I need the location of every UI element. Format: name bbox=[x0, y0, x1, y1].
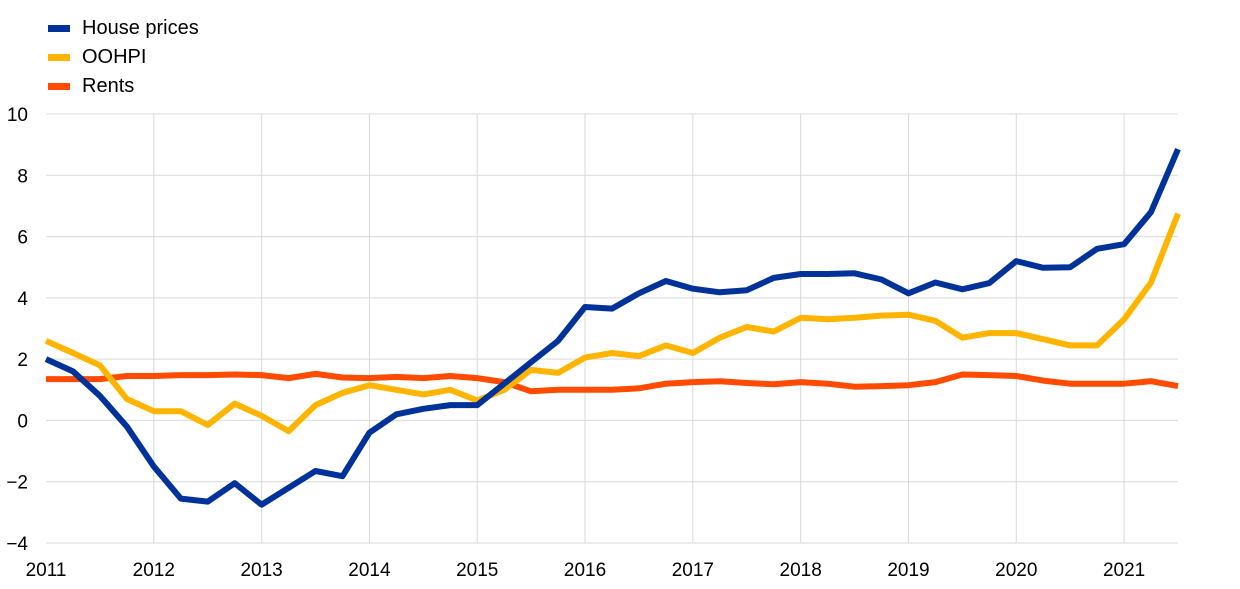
x-tick-label: 2011 bbox=[26, 560, 67, 581]
y-tick-label: 0 bbox=[17, 411, 28, 432]
x-tick-label: 2019 bbox=[887, 560, 929, 581]
legend-label-rents: Rents bbox=[82, 75, 135, 97]
y-tick-label: −2 bbox=[6, 473, 28, 494]
axes: −4 −2 0 2 4 6 8 10 2011 2012 2013 2014 2015 2016 2017 2… bbox=[6, 105, 1145, 581]
legend-swatch-rents bbox=[48, 83, 70, 90]
x-tick-label: 2020 bbox=[995, 560, 1037, 581]
series-line-rents bbox=[46, 370, 1179, 395]
legend-label-oohpi: OOHPI bbox=[82, 46, 147, 68]
series-lines bbox=[44, 148, 1181, 508]
legend: House prices OOHPI Rents bbox=[48, 14, 199, 101]
x-tick-label: 2015 bbox=[456, 560, 498, 581]
y-tick-label: 6 bbox=[17, 228, 28, 249]
x-tick-label: 2016 bbox=[564, 560, 606, 581]
x-tick-label: 2017 bbox=[672, 560, 714, 581]
legend-item-rents: Rents bbox=[48, 72, 199, 101]
y-tick-label: −4 bbox=[6, 534, 28, 555]
y-tick-label: 8 bbox=[17, 166, 28, 187]
legend-label-house-prices: House prices bbox=[82, 17, 199, 39]
x-tick-label: 2012 bbox=[133, 560, 175, 581]
y-tick-label: 10 bbox=[7, 105, 28, 126]
legend-swatch-oohpi bbox=[48, 54, 70, 61]
y-tick-label: 2 bbox=[17, 350, 28, 371]
x-tick-label: 2018 bbox=[780, 560, 822, 581]
x-tick-label: 2021 bbox=[1103, 560, 1145, 581]
grid bbox=[46, 113, 1178, 544]
series-line-oohpi bbox=[44, 212, 1181, 435]
legend-item-house-prices: House prices bbox=[48, 14, 199, 43]
series-line-house-prices bbox=[44, 148, 1181, 508]
legend-swatch-house-prices bbox=[48, 25, 70, 32]
y-tick-label: 4 bbox=[17, 289, 28, 310]
x-tick-label: 2013 bbox=[240, 560, 282, 581]
x-tick-label: 2014 bbox=[348, 560, 391, 581]
legend-item-oohpi: OOHPI bbox=[48, 43, 199, 72]
